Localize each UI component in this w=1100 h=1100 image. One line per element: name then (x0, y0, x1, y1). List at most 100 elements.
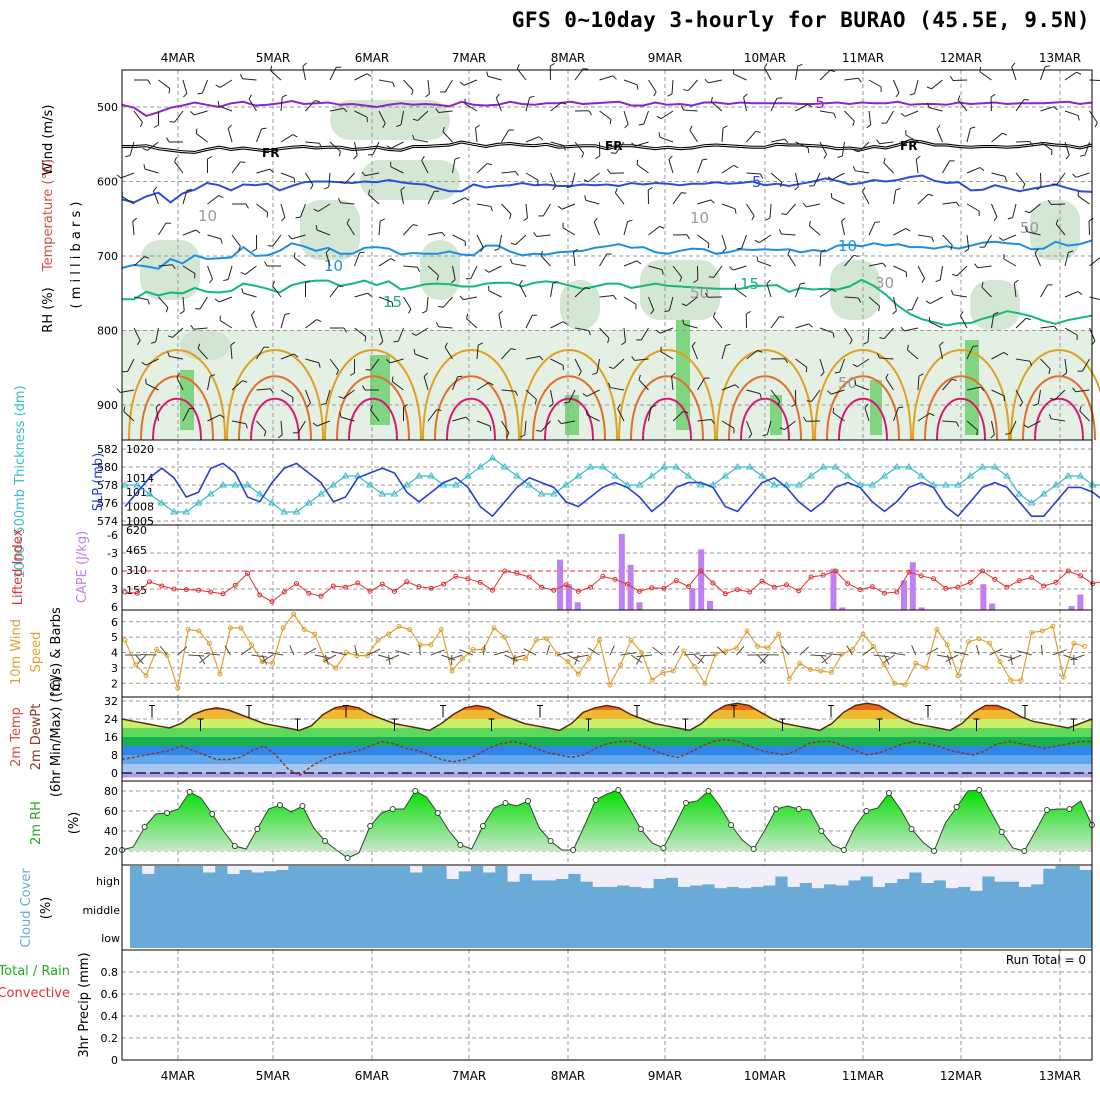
wind-barb (140, 653, 157, 656)
wind-barb (697, 654, 706, 665)
ylabel-thickness: 1000~500mb Thickness (dm) (13, 385, 28, 578)
wind-barb-flag (610, 152, 616, 154)
wind-barb (889, 652, 906, 656)
cloud-gap (556, 866, 569, 879)
wind-speed-point (280, 625, 286, 631)
wind-barb-flag (312, 422, 318, 427)
lifted-index-point (355, 580, 361, 586)
wind-barb (314, 654, 331, 659)
wind-barb-flag (123, 406, 126, 412)
wind-barb (280, 203, 286, 218)
cloud-high-bar (1031, 884, 1044, 892)
cloud-high-bar (872, 886, 886, 892)
wind-barb-flag (480, 247, 484, 252)
wind-barb (886, 110, 894, 124)
wind-barb (546, 645, 550, 656)
lifted-index-point (245, 570, 250, 576)
thickness-point (745, 463, 754, 470)
rh-region (970, 280, 1020, 330)
thickness-point (427, 472, 436, 479)
wind-barb-flag (169, 121, 175, 123)
wind-barb-flag (653, 91, 657, 97)
wind-barb-flag (509, 214, 512, 220)
wind-barb-flag (457, 375, 463, 378)
lifted-index-point (330, 583, 336, 589)
wind-barb (741, 234, 747, 249)
wind-barb-flag (391, 301, 394, 308)
thickness-point (329, 481, 338, 488)
wind-barb (524, 420, 527, 435)
wind-barb (280, 353, 295, 360)
wind-barb-flag (956, 421, 960, 427)
thickness-point (696, 481, 705, 488)
wind-barb-flag (155, 403, 161, 408)
wind-barb (207, 414, 221, 422)
wind-barb-flag (534, 399, 537, 405)
wind-barb-flag (751, 215, 755, 221)
wind-barb-flag (612, 75, 617, 80)
thickness-point (647, 472, 656, 479)
wind-barb (586, 389, 600, 397)
wind-barb-flag (710, 199, 715, 204)
thickness-point (819, 463, 828, 470)
wind-barb-flag (711, 419, 715, 424)
wind-barb (770, 98, 778, 112)
contour-label: -5 (810, 94, 825, 112)
wind-barb (562, 227, 576, 236)
wind-speed-point (470, 646, 476, 652)
thickness-point (243, 481, 252, 488)
wind-barb-flag (679, 276, 683, 282)
lifted-index-point (441, 581, 446, 587)
wind-barb-flag (781, 213, 787, 216)
wind-barb (609, 645, 615, 656)
wind-barb (1051, 418, 1066, 422)
wind-barb-flag (636, 84, 639, 90)
cloud-high-bar (1018, 886, 1032, 892)
wind-barb-flag (1029, 361, 1033, 367)
wind-barb-flag (379, 341, 384, 346)
wind-barb (668, 296, 674, 311)
wind-barb (811, 389, 821, 402)
date-label-bottom: 6MAR (355, 1069, 390, 1083)
wind-barb (463, 79, 478, 86)
wind-barb (989, 648, 1003, 656)
ylabel-lifted-index: Lifted Index (11, 528, 26, 605)
wind-barb-flag (150, 341, 156, 344)
wind-barb (1040, 66, 1046, 81)
thickness-point (586, 463, 595, 470)
rh-point (389, 806, 396, 812)
wind-barb-flag (929, 412, 935, 417)
wind-barb-flag (167, 351, 170, 357)
wind-barb-flag (853, 149, 860, 153)
cloud-gap (958, 866, 971, 887)
wind-barb-flag (806, 400, 812, 402)
wind-barb (550, 321, 564, 329)
wind-barb (819, 358, 825, 373)
temperature-contour-line (122, 278, 1093, 327)
wind-barb (858, 141, 870, 153)
contour-label: 10 (324, 257, 343, 275)
wind-barb-flag (736, 247, 742, 250)
wind-barb-flag (293, 353, 299, 358)
wind-barb-flag (1053, 325, 1058, 331)
cloud-gap (446, 866, 460, 879)
cape-bar (1077, 594, 1084, 610)
cloud-high-bar (958, 886, 971, 892)
wind-barb (813, 172, 821, 186)
wind-barb-flag (349, 372, 355, 376)
wind-barb-flag (190, 324, 194, 330)
wind-barb (302, 66, 306, 81)
wind-barb (385, 654, 400, 662)
wind-barb (202, 79, 208, 94)
ytick-label: 0.4 (101, 1010, 119, 1023)
lifted-index-point (857, 587, 863, 593)
wind-speed-point (1081, 643, 1087, 649)
wind-barb (893, 296, 897, 311)
wind-barb (999, 654, 1015, 660)
temperature-contour-arch (544, 397, 594, 441)
wind-barb (795, 283, 801, 298)
wind-barb-flag (425, 93, 430, 98)
wind-barb (540, 420, 551, 432)
thickness-point (990, 463, 999, 470)
